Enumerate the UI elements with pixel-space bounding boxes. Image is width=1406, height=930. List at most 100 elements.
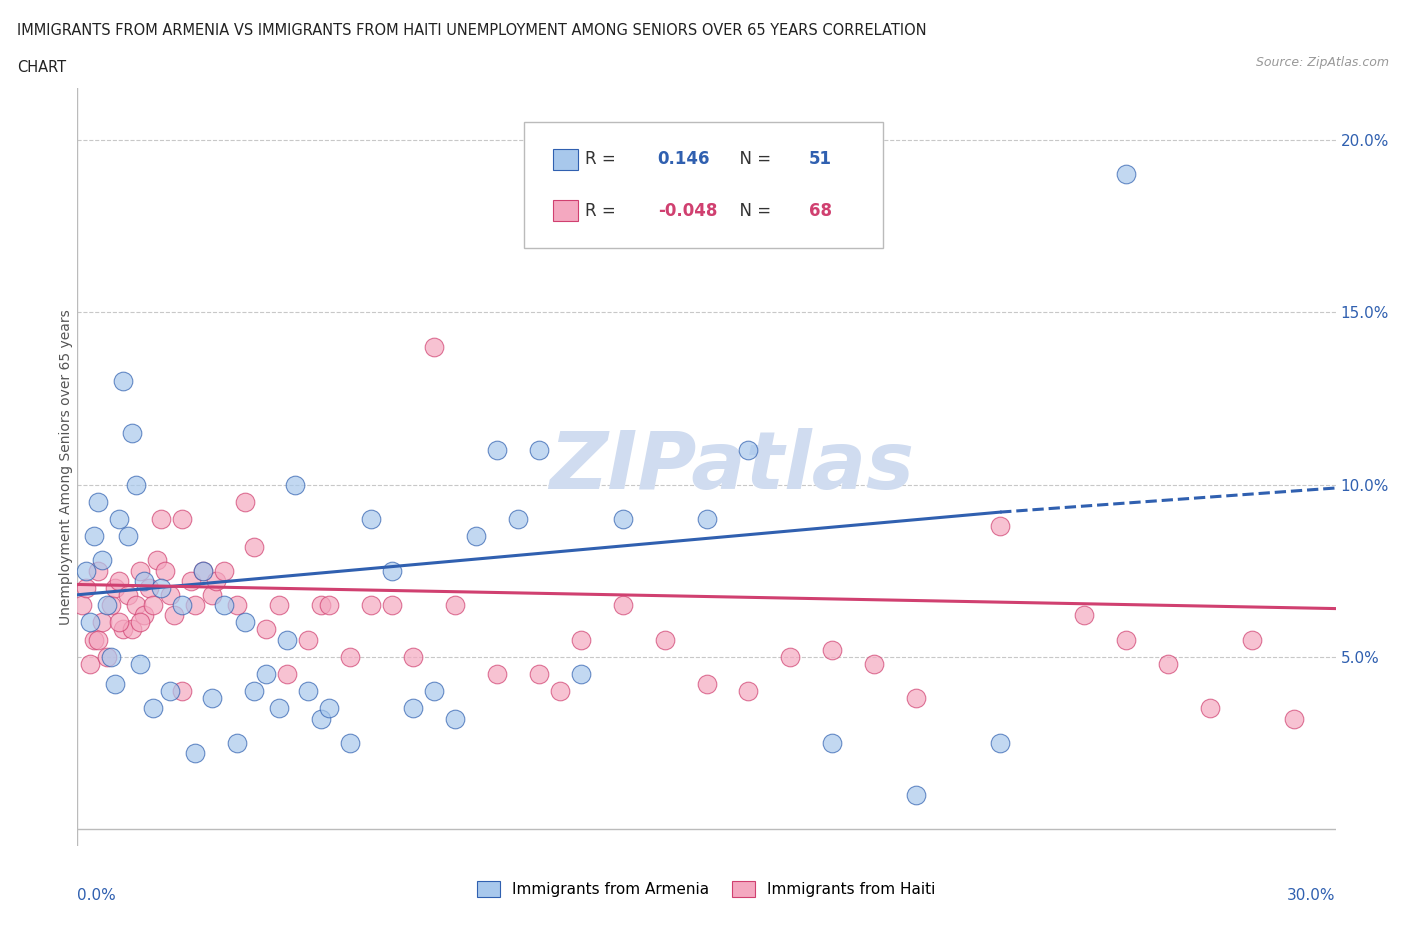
Point: [1073, 608, 1095, 623]
Point: [444, 711, 467, 726]
Point: [129, 657, 152, 671]
Text: -0.048: -0.048: [658, 202, 717, 219]
Point: [339, 649, 361, 664]
Point: [696, 677, 718, 692]
Point: [112, 374, 135, 389]
Text: 0.146: 0.146: [658, 150, 710, 168]
Text: 51: 51: [808, 150, 832, 168]
Point: [129, 564, 152, 578]
Point: [242, 539, 264, 554]
Point: [988, 736, 1011, 751]
Point: [104, 677, 127, 692]
Point: [1115, 167, 1137, 182]
Point: [779, 649, 801, 664]
Text: CHART: CHART: [17, 60, 66, 75]
Point: [121, 425, 143, 440]
Point: [360, 598, 382, 613]
Point: [87, 564, 110, 578]
Point: [191, 564, 215, 578]
Point: [108, 574, 131, 589]
Point: [212, 598, 235, 613]
Point: [134, 608, 156, 623]
Text: 68: 68: [808, 202, 832, 219]
Y-axis label: Unemployment Among Seniors over 65 years: Unemployment Among Seniors over 65 years: [59, 310, 73, 625]
Point: [108, 615, 131, 630]
Point: [180, 574, 202, 589]
Point: [91, 615, 114, 630]
Point: [696, 512, 718, 526]
Point: [70, 598, 93, 613]
Point: [506, 512, 529, 526]
Point: [112, 622, 135, 637]
Text: ZIPatlas: ZIPatlas: [550, 429, 914, 506]
Point: [654, 632, 676, 647]
Point: [75, 564, 97, 578]
Point: [96, 649, 118, 664]
Point: [254, 667, 277, 682]
Point: [146, 553, 169, 568]
Point: [318, 701, 340, 716]
Point: [569, 667, 592, 682]
Point: [423, 339, 446, 354]
Point: [184, 746, 207, 761]
Point: [100, 649, 122, 664]
Point: [1199, 701, 1222, 716]
Point: [155, 564, 177, 578]
Point: [612, 598, 634, 613]
Point: [134, 574, 156, 589]
Point: [87, 632, 110, 647]
Point: [91, 553, 114, 568]
Point: [485, 667, 508, 682]
Point: [276, 632, 298, 647]
Point: [988, 518, 1011, 533]
Point: [737, 684, 759, 698]
Point: [276, 667, 298, 682]
Point: [200, 588, 222, 603]
Text: R =: R =: [585, 202, 620, 219]
Point: [184, 598, 207, 613]
Point: [83, 529, 105, 544]
Point: [485, 443, 508, 458]
Point: [150, 512, 173, 526]
Point: [402, 701, 425, 716]
Point: [191, 564, 215, 578]
Point: [254, 622, 277, 637]
Point: [1240, 632, 1263, 647]
Point: [309, 598, 332, 613]
Text: Source: ZipAtlas.com: Source: ZipAtlas.com: [1256, 56, 1389, 69]
Point: [79, 657, 101, 671]
Point: [267, 598, 290, 613]
Point: [548, 684, 571, 698]
Point: [125, 598, 148, 613]
Point: [138, 580, 160, 595]
Point: [905, 787, 928, 802]
Text: N =: N =: [730, 202, 776, 219]
Text: N =: N =: [730, 150, 776, 168]
Point: [150, 580, 173, 595]
Text: R =: R =: [585, 150, 620, 168]
Point: [159, 588, 181, 603]
Point: [79, 615, 101, 630]
Point: [821, 643, 844, 658]
Point: [1115, 632, 1137, 647]
Point: [318, 598, 340, 613]
Point: [297, 684, 319, 698]
Point: [212, 564, 235, 578]
Point: [297, 632, 319, 647]
Point: [233, 495, 256, 510]
Point: [100, 598, 122, 613]
Point: [242, 684, 264, 698]
Point: [569, 632, 592, 647]
Point: [108, 512, 131, 526]
FancyBboxPatch shape: [553, 200, 578, 221]
Point: [284, 477, 307, 492]
Point: [737, 443, 759, 458]
Point: [104, 580, 127, 595]
FancyBboxPatch shape: [524, 123, 883, 247]
Point: [172, 512, 194, 526]
Point: [117, 588, 139, 603]
Point: [905, 691, 928, 706]
Point: [225, 736, 247, 751]
Point: [163, 608, 186, 623]
Text: 0.0%: 0.0%: [77, 888, 117, 903]
